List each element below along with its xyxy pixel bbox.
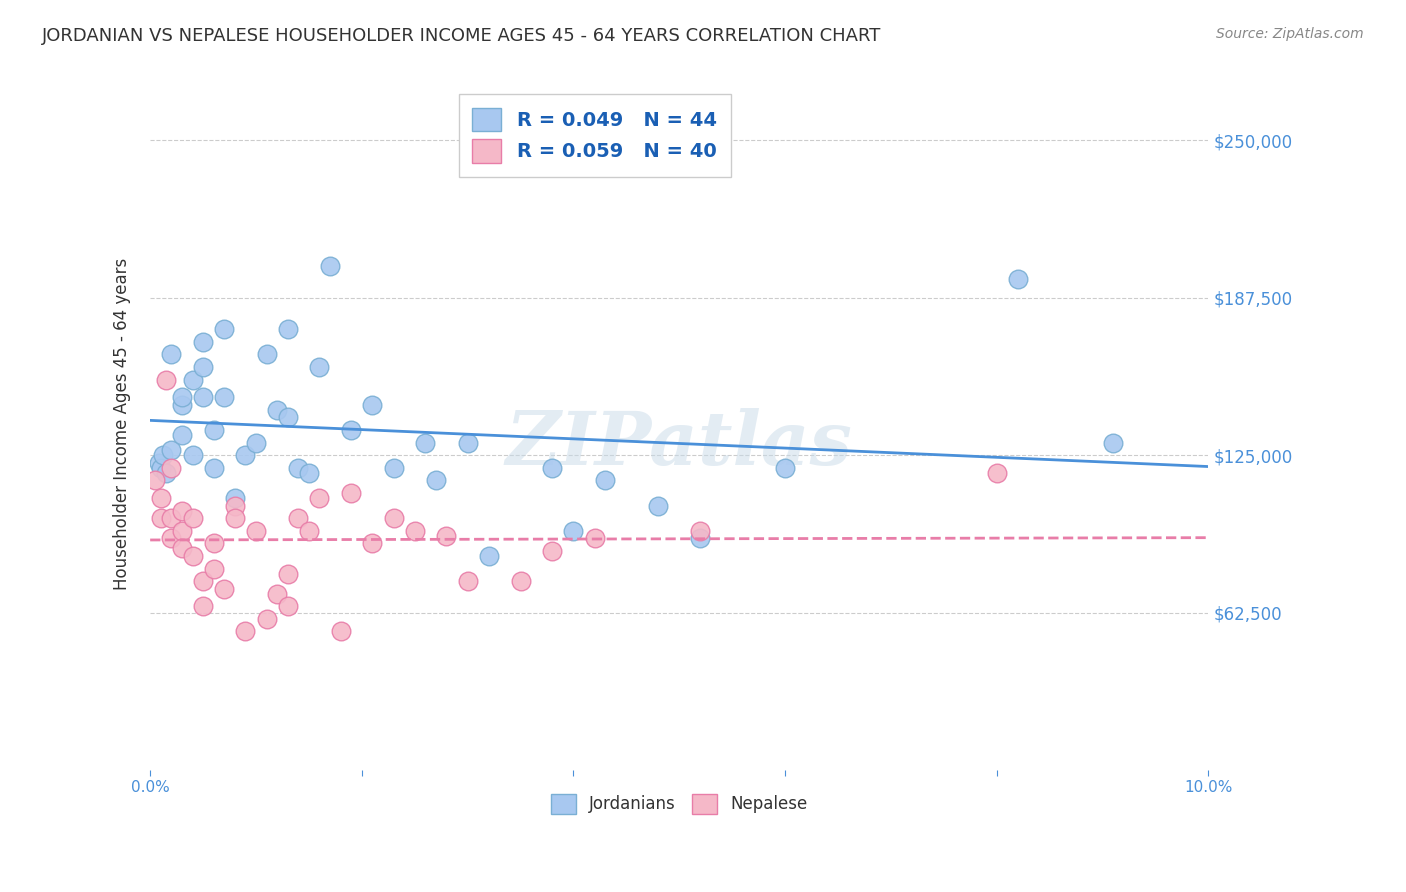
Point [191,334,214,349]
Point [382,511,405,525]
Point [415,435,437,450]
Point [277,410,299,425]
Point [224,499,246,513]
Point [1007,272,1029,286]
Point [191,574,214,588]
Point [181,373,204,387]
Point [181,511,204,525]
Point [256,612,278,626]
Point [689,524,711,538]
Point [425,474,447,488]
Point [436,529,458,543]
Point [361,398,384,412]
Text: JORDANIAN VS NEPALESE HOUSEHOLDER INCOME AGES 45 - 64 YEARS CORRELATION CHART: JORDANIAN VS NEPALESE HOUSEHOLDER INCOME… [42,27,882,45]
Point [541,460,564,475]
Point [277,599,299,614]
Point [170,503,193,517]
Point [298,524,321,538]
Point [224,491,246,505]
Point [329,624,352,639]
Point [160,443,183,458]
Point [170,390,193,404]
Legend: Jordanians, Nepalese: Jordanians, Nepalese [541,784,818,824]
Point [235,448,257,462]
Y-axis label: Householder Income Ages 45 - 64 years: Householder Income Ages 45 - 64 years [114,258,131,590]
Point [1102,435,1125,450]
Point [170,524,193,538]
Point [478,549,501,563]
Point [170,428,193,442]
Point [160,511,183,525]
Point [155,373,177,387]
Point [773,460,796,475]
Point [256,347,278,361]
Point [457,435,479,450]
Point [160,531,183,545]
Point [235,624,257,639]
Point [191,390,214,404]
Point [149,460,172,475]
Point [340,423,363,437]
Point [170,398,193,412]
Point [148,456,170,470]
Point [202,423,225,437]
Point [340,486,363,500]
Point [160,347,183,361]
Point [361,536,384,550]
Point [145,474,167,488]
Point [170,541,193,556]
Point [181,549,204,563]
Point [266,402,288,417]
Point [647,499,669,513]
Point [287,511,309,525]
Point [541,544,564,558]
Point [202,460,225,475]
Point [986,466,1008,480]
Text: ZIPatlas: ZIPatlas [506,409,853,481]
Point [457,574,479,588]
Point [149,491,172,505]
Point [287,460,309,475]
Point [152,448,174,462]
Point [298,466,321,480]
Point [245,435,267,450]
Point [224,511,246,525]
Point [212,390,235,404]
Point [266,587,288,601]
Point [245,524,267,538]
Point [191,359,214,374]
Point [277,566,299,581]
Point [689,531,711,545]
Point [562,524,585,538]
Point [191,599,214,614]
Point [160,460,183,475]
Point [149,511,172,525]
Point [583,531,606,545]
Point [202,561,225,575]
Point [212,322,235,336]
Point [319,260,342,274]
Text: Source: ZipAtlas.com: Source: ZipAtlas.com [1216,27,1364,41]
Point [308,491,330,505]
Point [509,574,531,588]
Point [181,448,204,462]
Point [382,460,405,475]
Point [308,359,330,374]
Point [593,474,616,488]
Point [155,466,177,480]
Point [202,536,225,550]
Point [212,582,235,596]
Point [404,524,426,538]
Point [277,322,299,336]
